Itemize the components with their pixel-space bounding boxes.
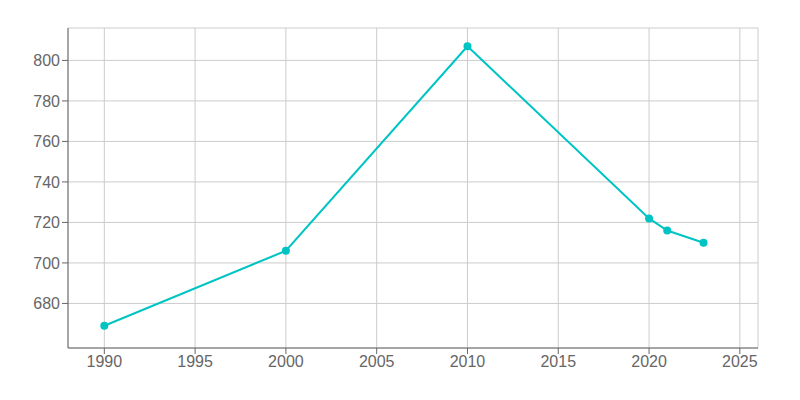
svg-text:740: 740	[33, 174, 60, 191]
svg-text:760: 760	[33, 133, 60, 150]
svg-text:1990: 1990	[87, 353, 123, 370]
svg-text:780: 780	[33, 93, 60, 110]
svg-text:2020: 2020	[631, 353, 667, 370]
svg-text:2015: 2015	[540, 353, 576, 370]
svg-text:700: 700	[33, 255, 60, 272]
svg-text:2000: 2000	[268, 353, 304, 370]
svg-text:800: 800	[33, 52, 60, 69]
svg-text:720: 720	[33, 214, 60, 231]
svg-text:680: 680	[33, 295, 60, 312]
svg-text:2025: 2025	[722, 353, 758, 370]
svg-text:1995: 1995	[177, 353, 213, 370]
svg-text:2005: 2005	[359, 353, 395, 370]
svg-text:2010: 2010	[450, 353, 486, 370]
